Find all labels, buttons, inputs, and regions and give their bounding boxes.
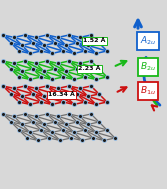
Text: $B_{2u}$: $B_{2u}$ xyxy=(140,61,156,73)
Text: 2.23 Å: 2.23 Å xyxy=(78,67,101,71)
FancyArrowPatch shape xyxy=(152,105,157,111)
Text: $A_{2u}$: $A_{2u}$ xyxy=(140,35,156,47)
Text: 16.34 Å: 16.34 Å xyxy=(48,92,75,98)
FancyArrowPatch shape xyxy=(142,58,160,105)
Text: $B_{1u}$: $B_{1u}$ xyxy=(140,85,156,97)
Text: 1.52 Å: 1.52 Å xyxy=(83,39,106,43)
FancyArrowPatch shape xyxy=(145,83,157,105)
